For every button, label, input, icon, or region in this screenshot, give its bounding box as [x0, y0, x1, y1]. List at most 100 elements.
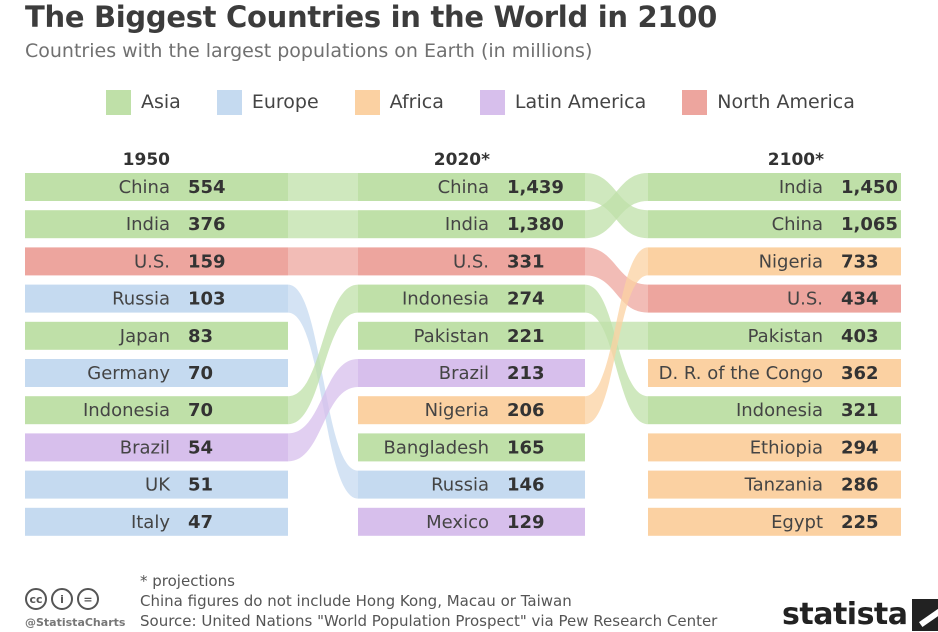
china-note: China figures do not include Hong Kong, …: [140, 592, 572, 610]
country-label: China: [772, 214, 823, 235]
bar-0-brazil: [25, 433, 288, 462]
legend-label-europe: Europe: [251, 91, 319, 113]
country-label: Brazil: [120, 437, 170, 458]
bar-1-mexico: [358, 507, 585, 536]
license-icons: cc i =: [25, 588, 99, 610]
country-label: Tanzania: [744, 475, 823, 496]
value-label: 294: [841, 437, 879, 458]
by-icon: i: [51, 588, 73, 610]
bar-2-ethiopia: [648, 433, 901, 462]
bar-2-china: [648, 210, 901, 239]
value-label: 54: [188, 437, 213, 458]
country-label: Italy: [131, 512, 170, 533]
bar-2-d-r-of-the-congo: [648, 359, 901, 387]
social-handle: @StatistaCharts: [25, 616, 126, 629]
flow-china-1950-2020: [288, 173, 358, 201]
value-label: 1,439: [507, 177, 564, 198]
column-header-2: 2100*: [768, 150, 824, 170]
value-label: 554: [188, 177, 226, 198]
value-label: 83: [188, 326, 213, 347]
value-label: 221: [507, 326, 545, 347]
value-label: 129: [507, 512, 545, 533]
flow-indonesia-2020-2100: [585, 284, 648, 425]
country-label: China: [438, 177, 489, 198]
legend-swatch-europe: [216, 89, 242, 115]
legend-swatch-africa: [354, 89, 380, 115]
bar-layer: [25, 173, 901, 536]
bar-1-nigeria: [358, 396, 585, 425]
bar-2-tanzania: [648, 470, 901, 499]
flow-brazil-1950-2020: [288, 359, 358, 462]
bar-1-bangladesh: [358, 433, 585, 462]
value-label: 733: [841, 251, 879, 272]
legend-item-europe: Europe: [216, 89, 319, 115]
bar-0-china: [25, 173, 288, 201]
legend-swatch-north-america: [682, 89, 708, 115]
value-label: 1,380: [507, 214, 564, 235]
bar-1-china: [358, 173, 585, 201]
bar-0-germany: [25, 359, 288, 387]
bar-2-egypt: [648, 507, 901, 536]
bar-0-italy: [25, 507, 288, 536]
country-label: China: [119, 177, 170, 198]
value-label: 362: [841, 363, 879, 384]
nd-icon: =: [77, 588, 99, 610]
value-label: 434: [841, 289, 879, 310]
footer-notes: * projections China figures do not inclu…: [140, 571, 717, 631]
statista-logo[interactable]: statista: [782, 597, 938, 632]
cc-icon: cc: [25, 588, 47, 610]
country-label: India: [779, 177, 823, 198]
value-label: 1,065: [841, 214, 898, 235]
flow-u-s-1950-2020: [288, 247, 358, 276]
flow-india-2020-2100: [585, 173, 648, 239]
bar-1-india: [358, 210, 585, 239]
bar-1-u-s: [358, 247, 585, 276]
country-label: Germany: [87, 363, 170, 384]
column-header-0: 1950: [123, 150, 170, 170]
legend-swatch-asia: [106, 89, 131, 115]
value-label: 146: [507, 475, 545, 496]
brand-name: statista: [782, 597, 908, 632]
legend-label-asia: Asia: [141, 91, 181, 113]
bar-2-india: [648, 173, 901, 201]
ranking-chart: 1950 2020* 2100* China 554 India 376 U.S. 159 Rus…: [25, 150, 901, 536]
country-label: Mexico: [426, 512, 489, 533]
value-label: 225: [841, 512, 879, 533]
value-label: 274: [507, 289, 545, 310]
flow-u-s-2020-2100: [585, 247, 648, 313]
value-label: 331: [507, 251, 545, 272]
bar-0-japan: [25, 321, 288, 350]
legend-label-north-america: North America: [717, 91, 855, 113]
bar-1-russia: [358, 470, 585, 499]
flow-indonesia-1950-2020: [288, 284, 358, 425]
value-label: 51: [188, 475, 213, 496]
bar-1-brazil: [358, 359, 585, 387]
bar-0-russia: [25, 284, 288, 313]
value-label: 206: [507, 400, 545, 421]
bar-0-uk: [25, 470, 288, 499]
country-label: U.S.: [453, 251, 489, 272]
value-label: 213: [507, 363, 545, 384]
statista-logo-icon: [911, 598, 938, 631]
country-label: UK: [145, 475, 171, 496]
bar-2-nigeria: [648, 247, 901, 276]
country-label: Nigeria: [425, 400, 489, 421]
bar-1-pakistan: [358, 321, 585, 350]
legend-label-latin-america: Latin America: [514, 91, 647, 113]
source-note: Source: United Nations "World Population…: [140, 612, 718, 630]
country-label: Japan: [119, 326, 170, 347]
country-label: D. R. of the Congo: [659, 363, 823, 384]
value-label: 403: [841, 326, 879, 347]
country-label: Brazil: [439, 363, 489, 384]
value-label: 165: [507, 437, 545, 458]
country-label: Russia: [112, 289, 170, 310]
value-label: 103: [188, 289, 226, 310]
country-label: Ethiopia: [750, 437, 823, 458]
legend-item-asia: Asia: [106, 89, 181, 115]
country-label: U.S.: [134, 251, 170, 272]
country-label: Pakistan: [748, 326, 823, 347]
value-label: 47: [188, 512, 213, 533]
flow-nigeria-2020-2100: [585, 247, 648, 425]
connector-layer: [288, 173, 648, 499]
bar-0-indonesia: [25, 396, 288, 425]
